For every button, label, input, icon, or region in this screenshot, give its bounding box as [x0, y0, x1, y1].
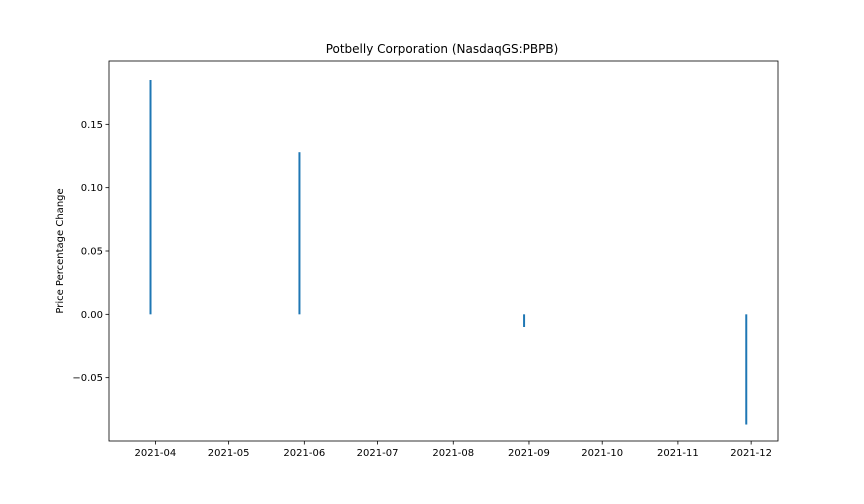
- y-axis-label: Price Percentage Change: [55, 188, 66, 313]
- x-tick-label: 2021-12: [730, 448, 772, 459]
- bar: [149, 80, 152, 315]
- x-tick-label: 2021-11: [657, 448, 699, 459]
- y-axis: 0.15 0.10 0.05 0.00 −0.05: [72, 120, 109, 384]
- chart-title: Potbelly Corporation (NasdaqGS:PBPB): [326, 42, 559, 56]
- y-tick-label: 0.10: [81, 183, 103, 194]
- x-tick-label: 2021-05: [208, 448, 250, 459]
- x-tick-label: 2021-04: [134, 448, 176, 459]
- x-tick-label: 2021-07: [357, 448, 399, 459]
- bar: [745, 314, 748, 425]
- bar: [298, 152, 301, 315]
- plot-frame: [108, 60, 779, 442]
- x-tick-label: 2021-09: [508, 448, 550, 459]
- bar-series: [149, 80, 748, 425]
- x-axis: 2021-04 2021-05 2021-06 2021-07 2021-08 2021-…: [134, 441, 772, 459]
- x-tick-label: 2021-06: [283, 448, 325, 459]
- x-tick-label: 2021-10: [581, 448, 623, 459]
- y-tick-label: 0.15: [81, 120, 103, 131]
- x-tick-label: 2021-08: [432, 448, 474, 459]
- bar: [523, 314, 526, 327]
- y-tick-label: 0.00: [81, 310, 103, 321]
- y-tick-label: 0.05: [81, 247, 103, 258]
- y-tick-label: −0.05: [72, 373, 103, 384]
